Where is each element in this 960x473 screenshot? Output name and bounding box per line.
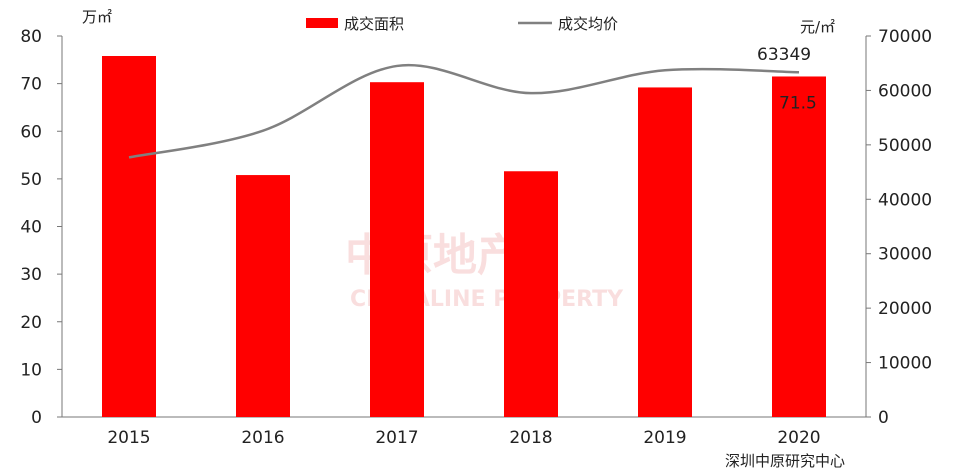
bar-2020	[772, 76, 826, 417]
x-tick-label: 2019	[643, 428, 686, 448]
right-tick-label: 60000	[878, 81, 932, 101]
right-tick-label: 20000	[878, 299, 932, 319]
bar-series	[102, 56, 826, 417]
right-axis-ticks: 0 10000 20000 30000 40000 50000 60000 70000	[866, 27, 932, 428]
x-tick-label: 2015	[107, 428, 150, 448]
bar-data-label-2020: 71.5	[779, 93, 817, 113]
legend-bar-swatch	[306, 18, 338, 28]
line-series	[128, 63, 800, 159]
left-tick-label: 40	[20, 218, 42, 238]
legend-line-label: 成交均价	[558, 15, 618, 33]
x-tick-label: 2020	[777, 428, 820, 448]
right-axis-unit: 元/㎡	[800, 18, 835, 36]
x-tick-label: 2018	[509, 428, 552, 448]
x-tick-label: 2017	[375, 428, 418, 448]
left-tick-label: 30	[20, 265, 42, 285]
x-tick-label: 2016	[241, 428, 284, 448]
line-data-label-2020: 63349	[757, 45, 811, 65]
bar-2016	[236, 175, 290, 417]
bar-2018	[504, 171, 558, 417]
right-tick-label: 70000	[878, 27, 932, 47]
left-tick-label: 10	[20, 360, 42, 380]
legend: 成交面积 成交均价	[306, 15, 618, 33]
right-tick-label: 40000	[878, 190, 932, 210]
source-note: 深圳中原研究中心	[725, 452, 845, 470]
left-tick-label: 80	[20, 27, 42, 47]
left-tick-label: 60	[20, 122, 42, 142]
left-axis-unit: 万㎡	[82, 8, 112, 26]
right-tick-label: 10000	[878, 354, 932, 374]
left-tick-label: 70	[20, 75, 42, 95]
left-tick-label: 50	[20, 170, 42, 190]
left-tick-label: 0	[31, 408, 42, 428]
right-tick-label: 0	[878, 408, 889, 428]
left-tick-label: 20	[20, 313, 42, 333]
right-tick-label: 50000	[878, 136, 932, 156]
right-tick-label: 30000	[878, 245, 932, 265]
left-axis-ticks: 0 10 20 30 40 50 60 70 80	[20, 27, 62, 428]
x-axis-ticks: 2015 2016 2017 2018 2019 2020	[107, 428, 820, 448]
bar-2017	[370, 82, 424, 417]
bar-2019	[638, 87, 692, 417]
line-path	[128, 63, 800, 159]
bar-2015	[102, 56, 156, 417]
legend-bar-label: 成交面积	[344, 15, 404, 33]
